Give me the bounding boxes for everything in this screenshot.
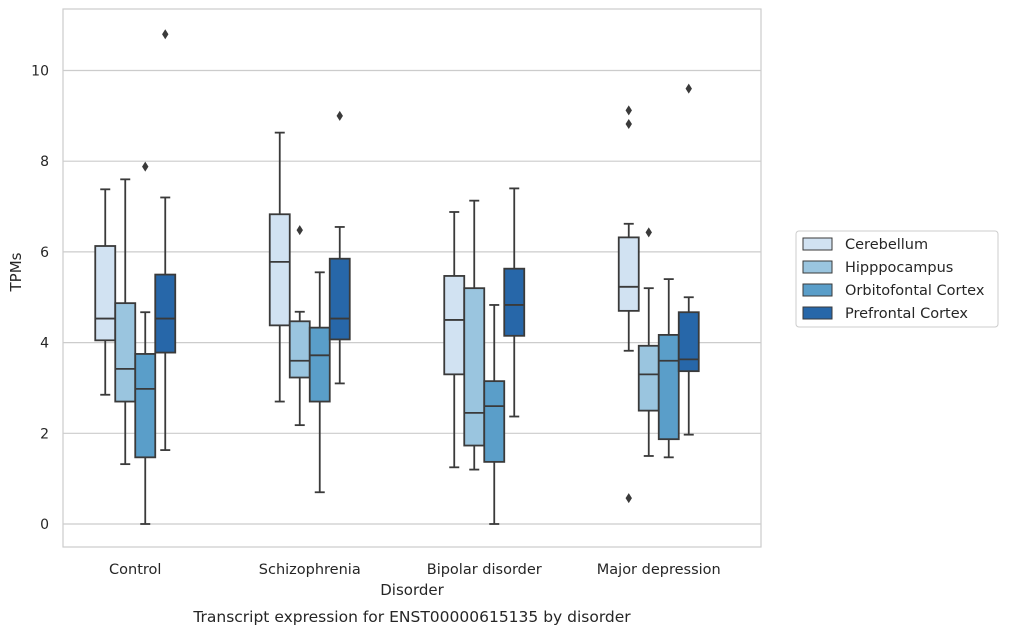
iqr-box	[94, 245, 117, 342]
legend-label: Cerebellum	[845, 237, 928, 253]
outlier-marker	[625, 493, 632, 504]
iqr-box	[503, 267, 526, 337]
outlier-marker	[296, 225, 303, 236]
plot-area	[62, 8, 762, 548]
y-tick-label: 6	[40, 245, 49, 261]
iqr-box	[114, 302, 137, 403]
legend-item: Prefrontal Cortex	[802, 306, 968, 322]
legend-item: Hipppocampus	[802, 260, 953, 276]
chart-caption: Transcript expression for ENST0000061513…	[192, 608, 631, 626]
legend-item: Cerebellum	[802, 237, 928, 253]
legend: Cerebellum Hipppocampus Orbitofontal Corte…	[795, 230, 999, 328]
box-prefrontal-cortex	[677, 83, 700, 436]
iqr-box	[308, 326, 331, 403]
iqr-box	[134, 353, 157, 459]
legend-swatch	[802, 260, 833, 274]
legend-swatch	[802, 283, 833, 297]
outlier-marker	[685, 83, 692, 94]
iqr-box	[677, 311, 700, 373]
x-tick-label: Control	[109, 562, 161, 578]
iqr-box	[637, 344, 660, 412]
x-tick-labels: Control Schizophrenia Bipolar disorder Majo…	[109, 562, 721, 578]
box-prefrontal-cortex	[503, 187, 526, 418]
iqr-box	[443, 275, 466, 376]
box-cerebellum	[268, 131, 291, 403]
legend-label: Prefrontal Cortex	[845, 306, 968, 322]
legend-items: Cerebellum Hipppocampus Orbitofontal Corte…	[802, 237, 985, 322]
box-hipppocampus	[463, 199, 486, 471]
outlier-marker	[142, 161, 149, 172]
iqr-box	[328, 257, 351, 341]
box-cerebellum	[94, 188, 117, 396]
legend-label: Hipppocampus	[845, 260, 953, 276]
box-orbitofontal-cortex	[308, 271, 331, 494]
boxes-layer	[94, 29, 700, 525]
box-orbitofontal-cortex	[483, 304, 506, 525]
y-tick-labels: 0 2 4 6 8 10	[31, 64, 49, 534]
outlier-marker	[625, 119, 632, 130]
box-orbitofontal-cortex	[657, 278, 680, 459]
y-tick-label: 0	[40, 517, 49, 533]
legend-frame	[795, 230, 999, 328]
legend-swatch	[802, 237, 833, 251]
y-tick-label: 4	[40, 336, 49, 352]
box-hipppocampus	[637, 227, 660, 457]
box-prefrontal-cortex	[154, 29, 177, 451]
grid-layer	[63, 69, 761, 525]
y-tick-label: 2	[40, 426, 49, 442]
box-orbitofontal-cortex	[134, 161, 157, 525]
y-tick-label: 10	[31, 64, 49, 80]
iqr-box	[288, 320, 311, 379]
y-tick-label: 8	[40, 154, 49, 170]
outlier-marker	[625, 105, 632, 116]
outlier-marker	[336, 110, 343, 121]
box-hipppocampus	[288, 225, 311, 427]
outlier-marker	[645, 227, 652, 238]
outlier-marker	[162, 29, 169, 40]
legend-swatch	[802, 306, 833, 320]
y-axis-label: TPMs	[7, 252, 25, 292]
box-cerebellum	[617, 105, 640, 504]
iqr-box	[657, 333, 680, 441]
box-prefrontal-cortex	[328, 110, 351, 385]
box-hipppocampus	[114, 178, 137, 466]
legend-label: Orbitofontal Cortex	[845, 283, 985, 299]
iqr-box	[483, 380, 506, 463]
x-axis-label: Disorder	[380, 581, 444, 599]
x-tick-label: Bipolar disorder	[427, 562, 542, 578]
legend-item: Orbitofontal Cortex	[802, 283, 985, 299]
x-tick-label: Major depression	[597, 562, 721, 578]
iqr-box	[463, 287, 486, 447]
box-cerebellum	[443, 211, 466, 469]
iqr-box	[617, 236, 640, 312]
iqr-box	[154, 273, 177, 354]
x-tick-label: Schizophrenia	[259, 562, 361, 578]
iqr-box	[268, 213, 291, 327]
